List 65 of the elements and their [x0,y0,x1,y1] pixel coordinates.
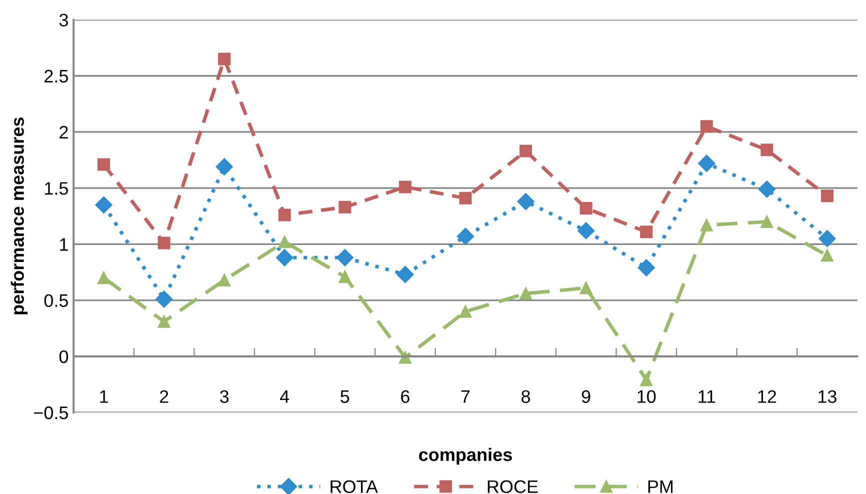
point [95,196,112,214]
x-tick-label: 10 [638,390,656,403]
point [459,305,472,318]
y-tick-label: 0 [59,350,68,364]
point [158,236,170,250]
x-tick-label: 7 [461,390,470,403]
point [580,282,592,294]
y-tick-label: 0.5 [44,294,68,307]
point [638,259,655,276]
x-tick-label: 13 [818,390,836,403]
point [396,266,414,284]
y-tick-label: 2 [60,126,68,139]
point [218,52,231,66]
point [158,315,170,328]
y-tick-label: −0.5 [34,406,68,420]
x-tick-label: 3 [220,390,229,403]
point [398,351,412,364]
point [700,120,713,133]
y-axis-title: performance measures [10,118,28,314]
point [818,230,836,248]
point [155,290,173,308]
point [640,374,653,386]
x-tick-label: 8 [522,390,530,403]
point [580,202,592,215]
point [338,200,352,214]
point [456,228,474,245]
point [820,190,834,202]
x-tick-label: 2 [160,390,168,403]
x-tick-label: 12 [758,390,776,403]
point [218,274,231,286]
point [278,236,291,248]
point [700,218,713,232]
point [459,192,472,204]
legend-label: ROTA [330,480,378,494]
point [338,270,352,283]
point [517,192,534,210]
x-tick-label: 5 [340,390,350,403]
point [398,180,412,194]
point [758,180,776,198]
x-tick-label: 4 [280,390,290,403]
point [820,249,834,262]
point [278,208,291,222]
point [276,249,294,266]
x-axis-title: companies [419,448,512,465]
y-tick-label: 2.5 [44,70,68,83]
x-tick-label: 1 [100,390,108,403]
point [216,158,233,176]
point [760,215,774,228]
legend-label: PM [648,480,672,493]
y-tick-label: 3 [59,14,68,26]
point [760,144,774,156]
point [98,272,110,284]
x-tick-label: 9 [582,390,590,403]
x-tick-label: 11 [698,390,716,403]
point [520,144,532,158]
point [336,249,354,266]
point [698,154,716,172]
point [577,222,595,240]
y-tick-label: 1 [60,238,68,251]
point [98,158,110,171]
y-tick-label: 1.5 [45,182,68,195]
point [520,287,532,300]
legend-label: ROCE [488,480,538,494]
point [640,226,653,238]
x-tick-label: 6 [401,390,410,403]
